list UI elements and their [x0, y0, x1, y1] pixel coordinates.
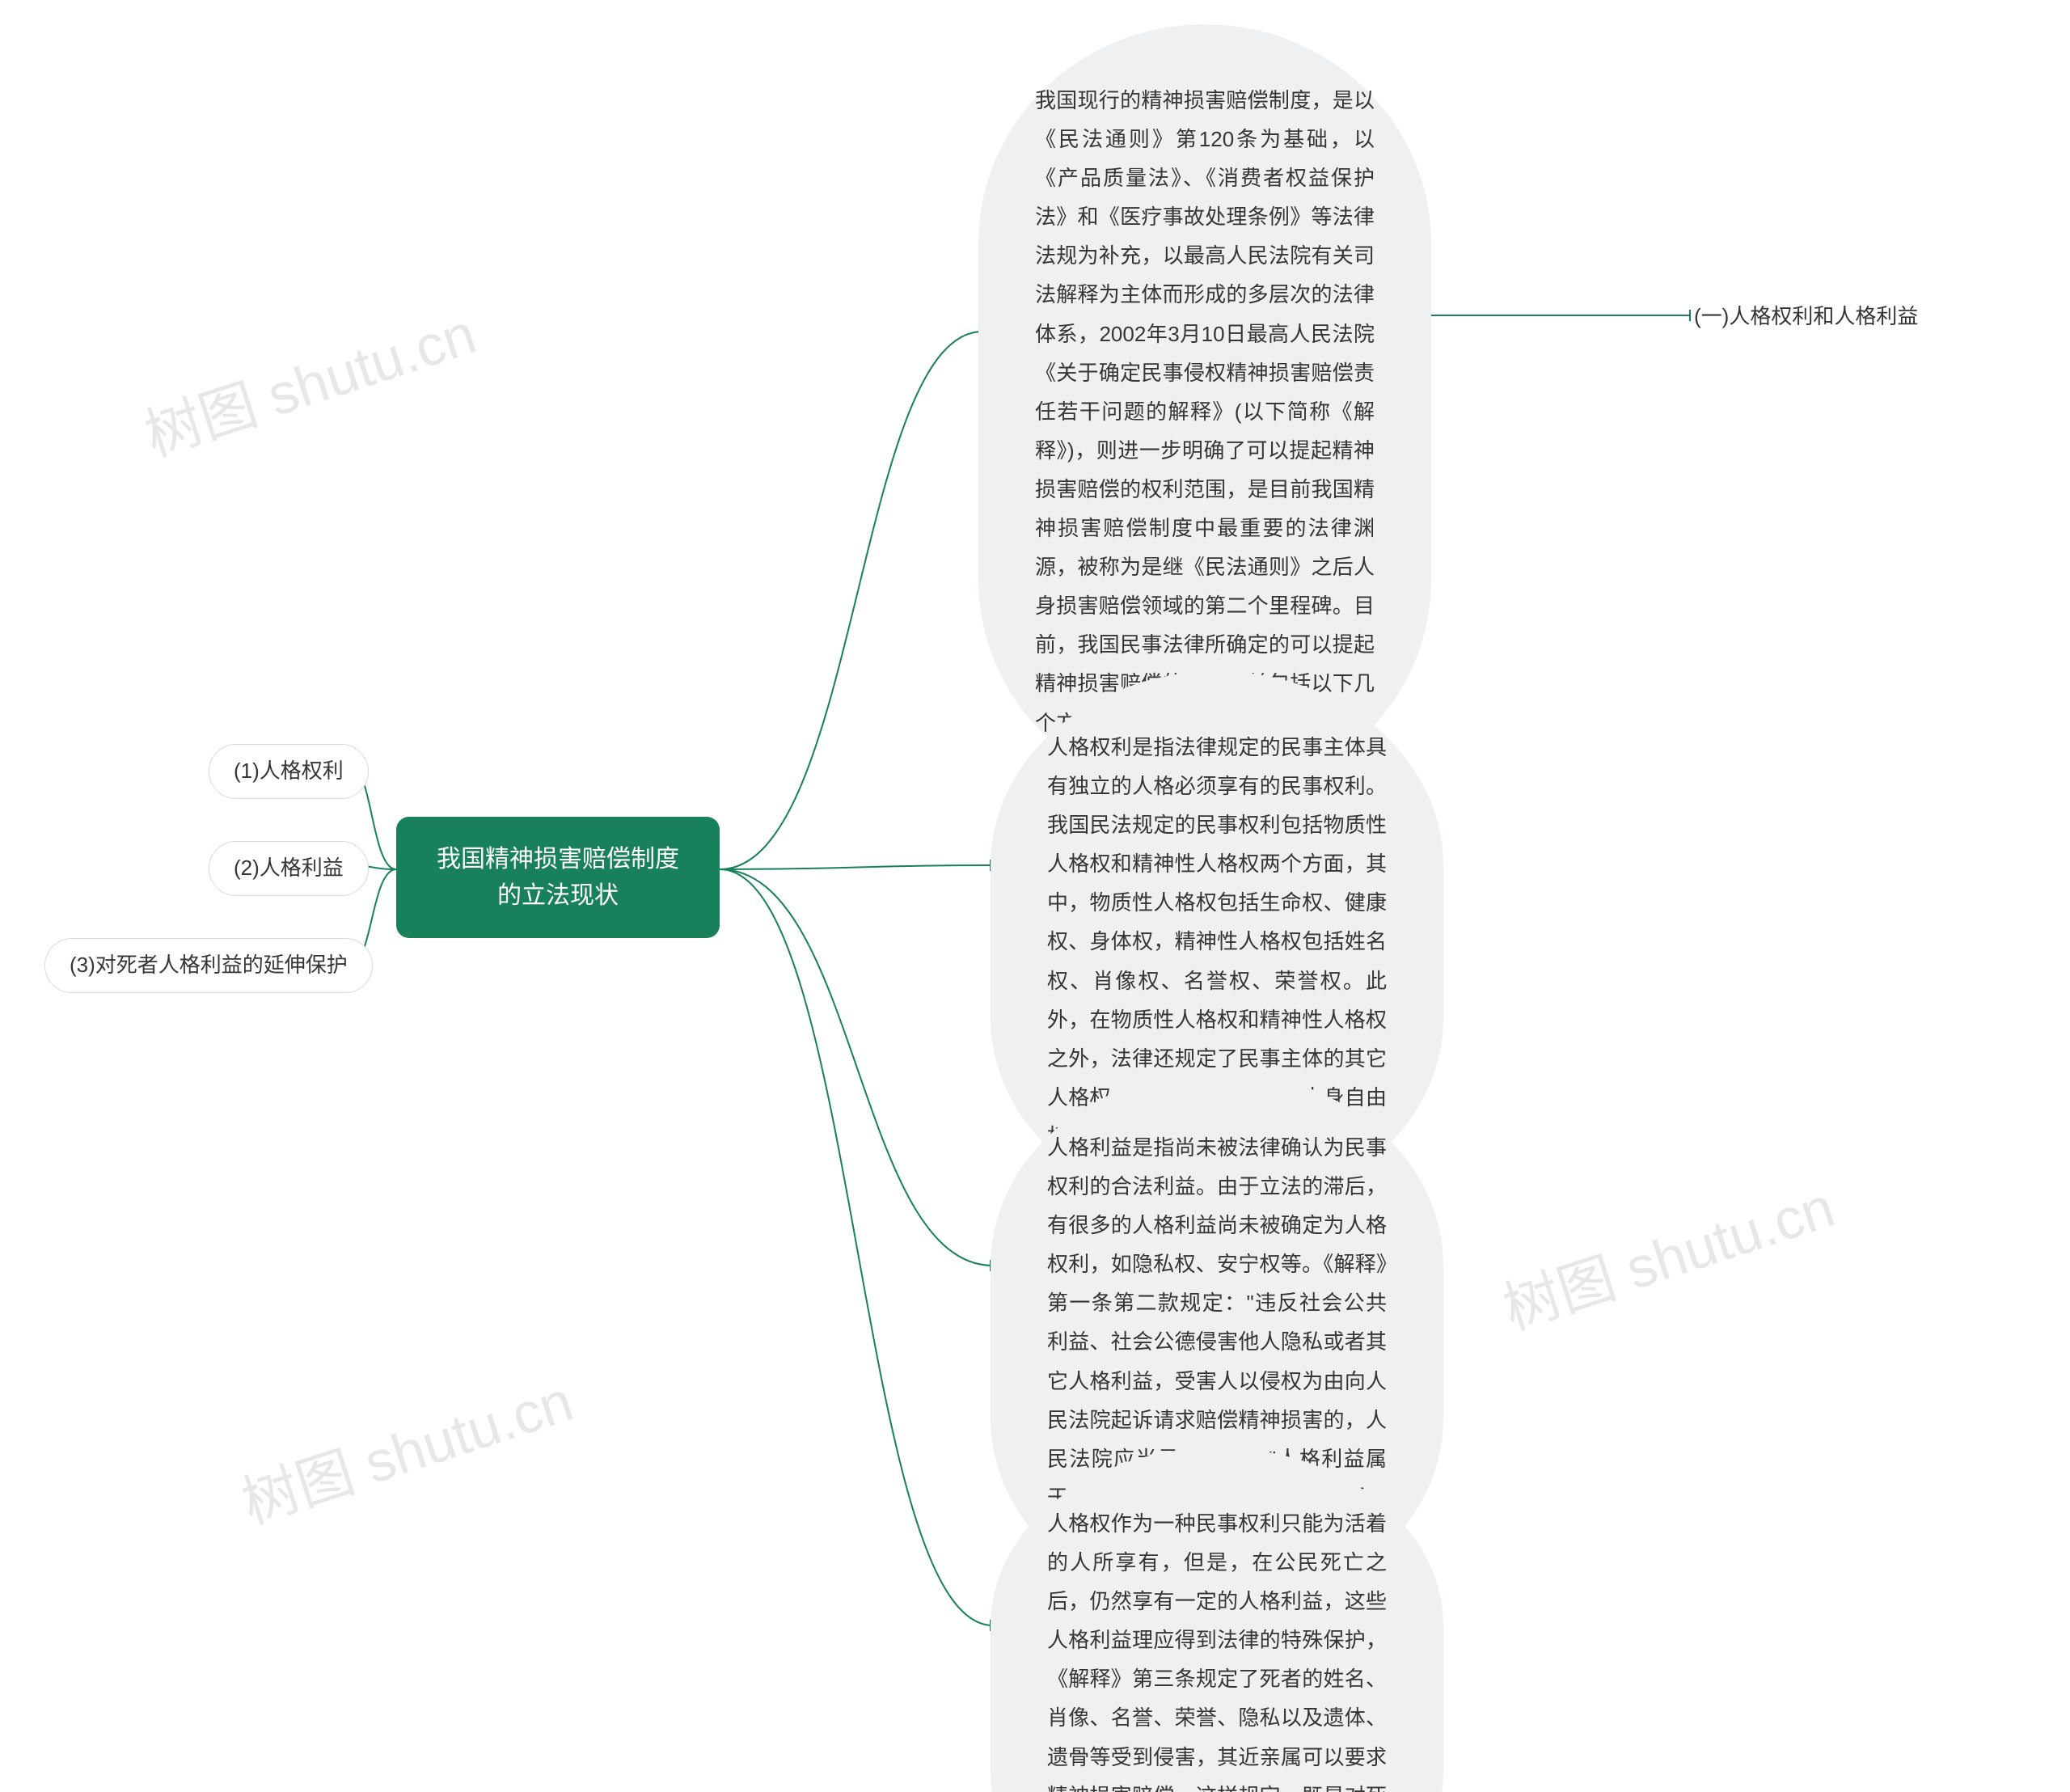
edge	[720, 869, 993, 1625]
detail-node-4[interactable]: 人格权作为一种民事权利只能为活着的人所享有，但是，在公民死亡之后，仍然享有一定的…	[991, 1448, 1443, 1792]
center-node[interactable]: 我国精神损害赔偿制度的立法现状	[396, 817, 720, 938]
edge	[720, 332, 982, 869]
left-node-1[interactable]: (1)人格权利	[209, 744, 369, 799]
watermark: 树图 shutu.cn	[133, 289, 485, 472]
mindmap-canvas: 树图 shutu.cn 树图 shutu.cn 树图 shutu.cn 我国精神…	[0, 0, 2070, 1792]
watermark: 树图 shutu.cn	[1492, 1162, 1844, 1346]
edge	[720, 865, 993, 869]
edge	[720, 869, 993, 1266]
left-node-3[interactable]: (3)对死者人格利益的延伸保护	[44, 938, 373, 993]
watermark: 树图 shutu.cn	[230, 1356, 582, 1540]
left-node-2[interactable]: (2)人格利益	[209, 841, 369, 896]
right-leaf-node[interactable]: (一)人格权利和人格利益	[1694, 303, 1918, 331]
